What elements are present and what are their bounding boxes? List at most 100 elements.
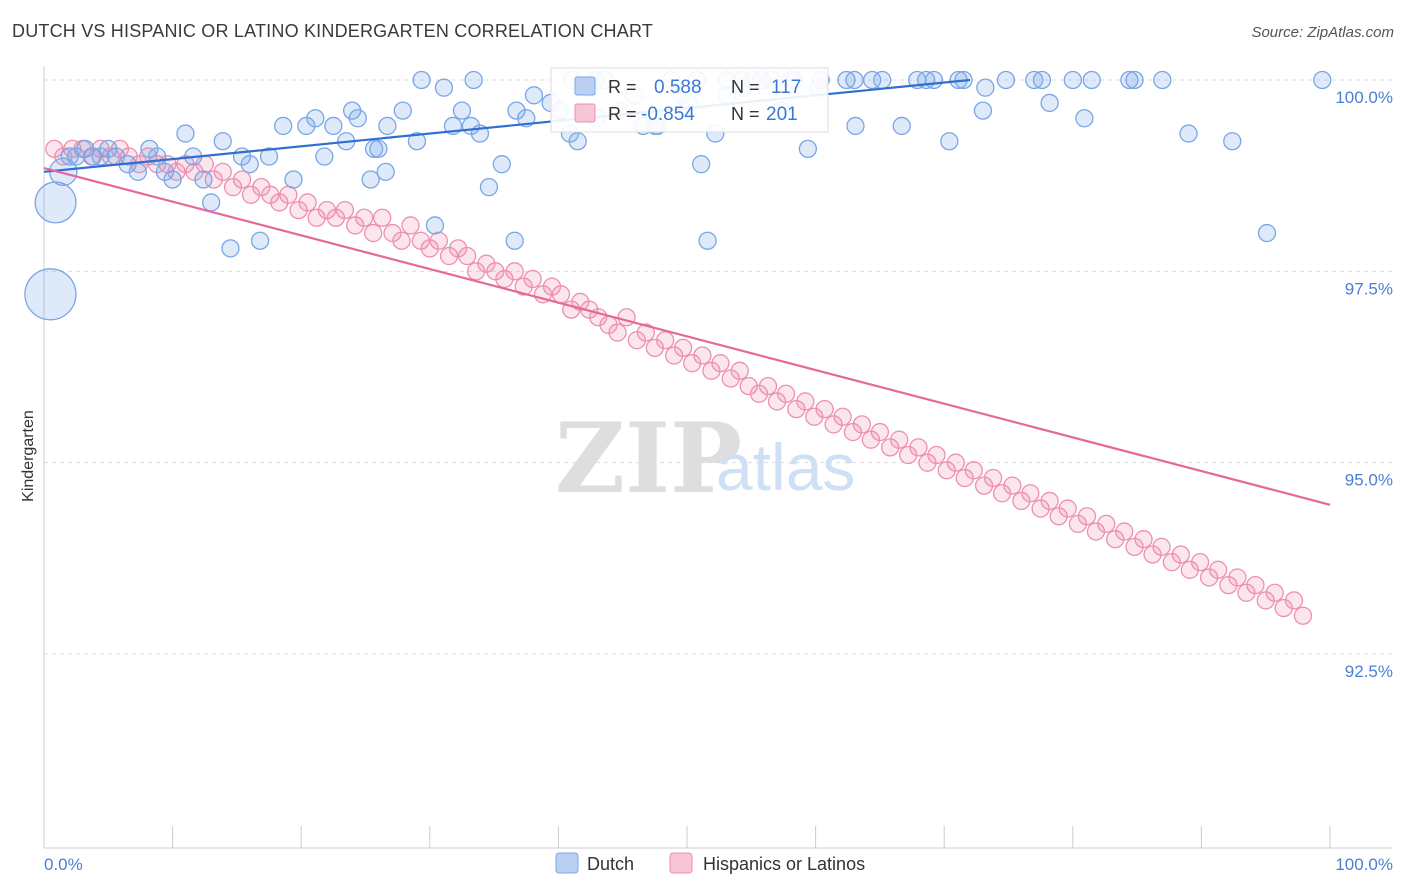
x-tick-labels: 0.0% 100.0% [44,855,1393,874]
hispanics-point [1246,575,1265,595]
dutch-point [1257,223,1277,243]
dutch-point [91,147,110,166]
dutch-point [274,116,293,136]
dutch-point [284,170,303,189]
hispanics-point [213,162,232,181]
legend-swatch-dutch [555,852,579,874]
hispanics-point [673,338,693,358]
hispanics-point [364,223,383,243]
dutch-point [1063,70,1082,90]
dutch-point [361,170,380,189]
dutch-point [342,101,362,120]
hispanics-point [91,139,110,159]
dutch-point [524,86,544,105]
stats-swatch-pink [574,103,596,123]
dutch-point [213,132,232,151]
dutch-point [1179,124,1198,143]
dutch-point [83,147,103,166]
stats-legend: R = 0.588 N = 117 R = -0.854 N = 201 [550,67,829,133]
hispanics-point [852,415,872,434]
hispanics-point [682,354,702,373]
series-hispanics-points [45,139,1313,625]
stats-swatch-blue [574,76,596,96]
dutch-point [798,139,818,159]
hispanics-point [1086,522,1106,541]
hispanics-point [899,445,918,465]
hispanics-point [608,323,627,342]
watermark: ZIP atlas [555,402,855,515]
hispanics-point [1115,522,1134,541]
hispanics-point [1228,568,1247,587]
dutch-point [845,70,864,90]
legend-label-hispanics: Hispanics or Latinos [703,854,865,874]
hispanics-point [1265,583,1284,602]
hispanics-point [466,262,486,281]
hispanics-point [730,361,749,380]
stats-r-value-pink: -0.854 [641,104,695,125]
stats-n-label-pink: N = [731,104,760,124]
hispanics-point [739,376,758,396]
hispanics-point [909,438,928,457]
hispanics-point [1021,484,1040,503]
dutch-point [976,78,995,97]
dutch-point [369,139,388,159]
x-tick-label: 0.0% [44,855,83,874]
hispanics-point [523,269,542,289]
dutch-point [315,147,334,166]
dutch-point [163,170,182,189]
dutch-point [376,162,395,181]
dutch-point [846,116,865,136]
dutch-point [1153,70,1172,90]
hispanics-point [1097,514,1116,534]
hispanics-point [796,392,815,411]
dutch-point [568,132,587,151]
dutch-point [1313,70,1332,90]
hispanics-point [373,208,392,227]
dutch-point [507,101,526,120]
hispanics-point [815,399,834,419]
y-tick-label: 100.0% [1335,88,1393,107]
dutch-point [940,132,959,151]
dutch-point [892,116,911,136]
hispanics-point [964,461,983,480]
hispanics-point [776,384,796,403]
hispanics-point [1003,476,1022,495]
y-axis-label: Kindergarten [20,410,37,502]
legend-swatch-hispanics [669,852,693,874]
dutch-point [425,216,445,235]
hispanics-point [119,147,139,166]
hispanics-point [1180,560,1199,579]
chart-title: DUTCH VS HISPANIC OR LATINO KINDERGARTEN… [12,21,654,41]
y-tick-labels: 100.0% 97.5% 95.0% 92.5% [1335,88,1393,681]
y-tick-label: 92.5% [1345,662,1393,681]
hispanics-point [298,193,317,212]
hispanics-point [457,246,477,266]
hispanics-point [355,208,374,227]
hispanics-point [551,285,571,304]
hispanics-point [1208,560,1228,579]
hispanics-point [946,453,965,472]
dutch-point [434,78,454,97]
hispanics-point [1171,545,1190,564]
hispanics-point [335,200,355,220]
dutch-point [973,101,993,120]
hispanics-point [505,262,524,281]
legend-label-dutch: Dutch [587,854,634,874]
stats-n-label-blue: N = [731,77,760,97]
dutch-point [412,70,431,90]
dutch-point [128,162,148,181]
dutch-point [407,132,427,151]
hispanics-point [711,354,730,373]
hispanics-point [232,170,252,189]
dutch-point [1040,93,1059,113]
dutch-point [1032,70,1052,90]
hispanics-point [1134,530,1153,549]
hispanics-point [1058,499,1077,518]
dutch-point [452,101,472,120]
hispanics-point [890,430,909,449]
dutch-point [996,70,1016,90]
dutch-point [1025,70,1044,90]
hispanics-point [927,445,946,465]
dutch-point [194,170,213,189]
